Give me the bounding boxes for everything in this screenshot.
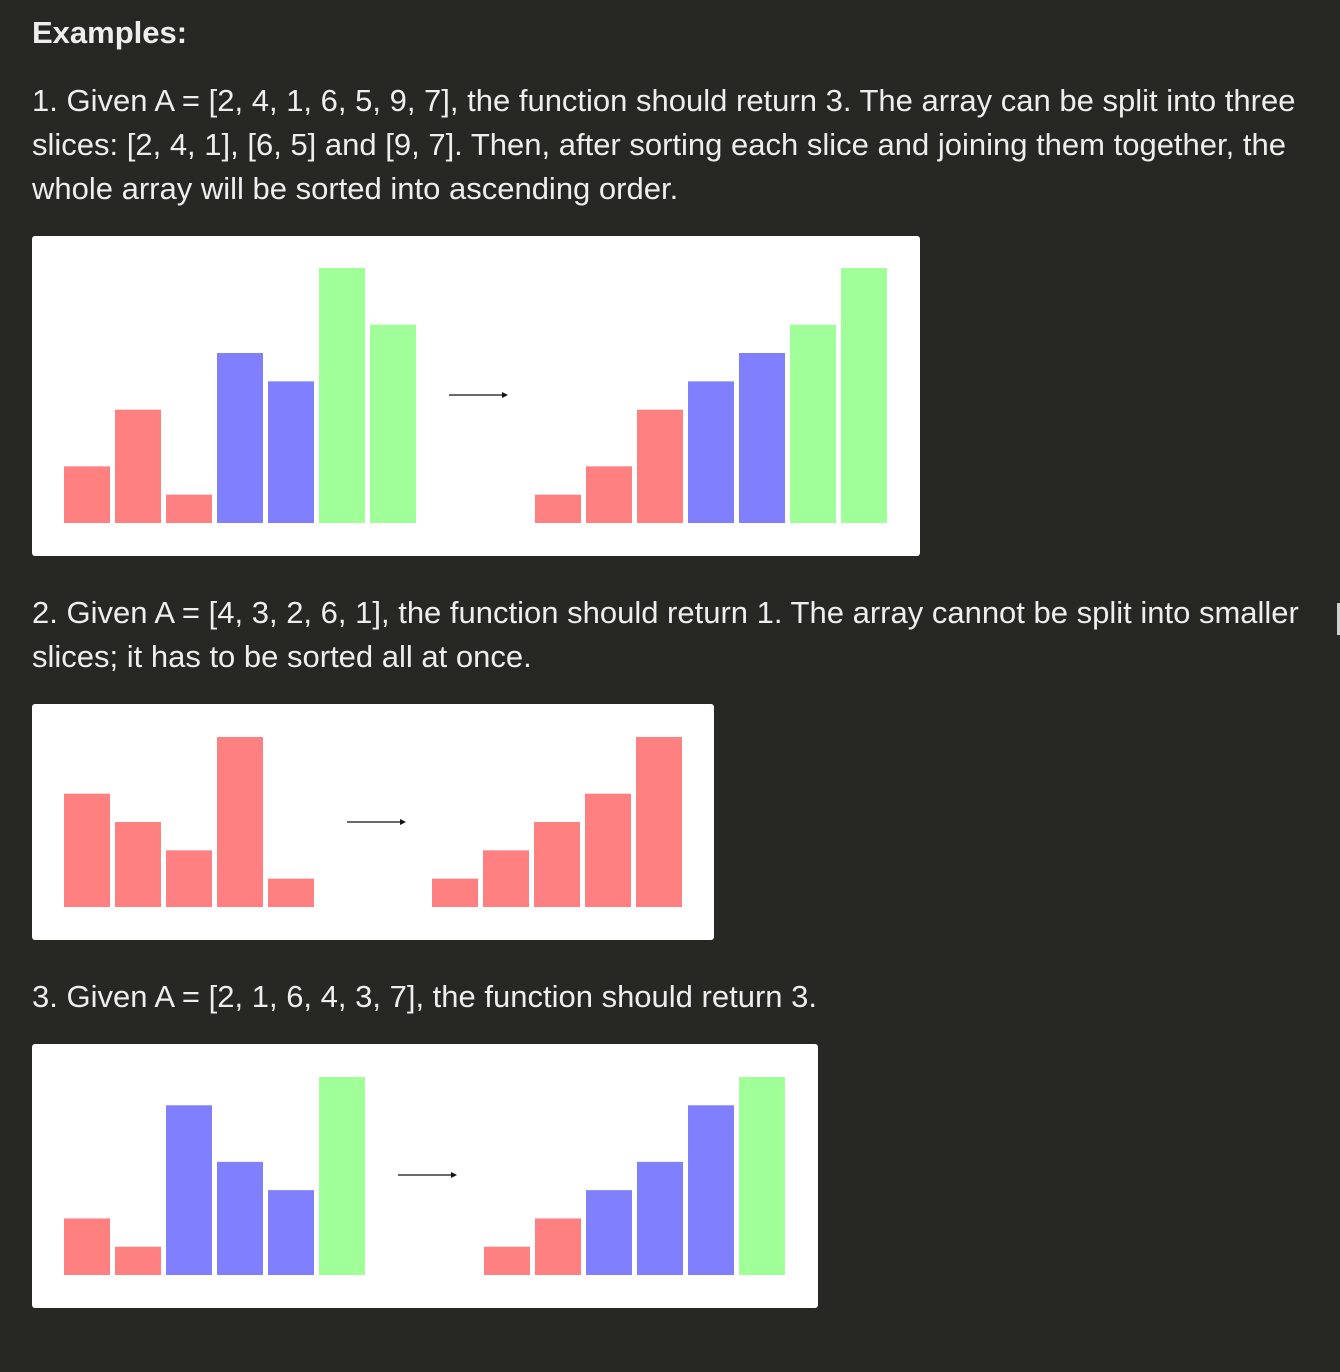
before-bar-1: [64, 1218, 110, 1275]
scroll-edge-marker: [1337, 603, 1340, 635]
after-bar-5: [636, 737, 682, 907]
example-3-figure: [32, 1044, 818, 1308]
example-3-chart: [64, 1077, 785, 1275]
after-bar-7: [841, 268, 887, 523]
example-3-text: 3. Given A = [2, 1, 6, 4, 3, 7], the fun…: [32, 979, 817, 1014]
example-2-chart: [64, 737, 682, 907]
after-bar-1: [432, 878, 478, 907]
after-bar-3: [637, 409, 683, 523]
before-bar-4: [217, 1161, 263, 1275]
after-bar-6: [790, 324, 836, 523]
after-bar-1: [484, 1246, 530, 1275]
arrow-right-icon: [400, 819, 406, 825]
before-bar-2: [115, 1246, 161, 1275]
before-bar-3: [166, 850, 212, 907]
after-bar-3: [534, 822, 580, 907]
before-bar-6: [319, 268, 365, 523]
examples-heading: Examples:: [32, 15, 188, 50]
before-bar-3: [166, 494, 212, 523]
after-bar-4: [688, 381, 734, 523]
before-bar-1: [64, 466, 110, 523]
after-bar-2: [535, 1218, 581, 1275]
example-1-text: 1. Given A = [2, 4, 1, 6, 5, 9, 7], the …: [32, 83, 1296, 206]
before-bar-4: [217, 353, 263, 523]
before-bar-7: [370, 324, 416, 523]
before-bar-3: [166, 1105, 212, 1275]
example-1-figure: [32, 236, 920, 556]
after-bar-5: [688, 1105, 734, 1275]
after-bar-6: [739, 1077, 785, 1275]
example-1-chart: [64, 268, 887, 523]
after-bar-2: [586, 466, 632, 523]
before-bar-1: [64, 793, 110, 907]
after-bar-3: [586, 1190, 632, 1275]
before-bar-2: [115, 822, 161, 907]
after-bar-1: [535, 494, 581, 523]
after-bar-5: [739, 353, 785, 523]
example-2-text: 2. Given A = [4, 3, 2, 6, 1], the functi…: [32, 595, 1299, 674]
before-bar-5: [268, 878, 314, 907]
after-bar-4: [637, 1161, 683, 1275]
arrow-right-icon: [451, 1172, 457, 1178]
before-bar-4: [217, 737, 263, 907]
before-bar-5: [268, 1190, 314, 1275]
before-bar-5: [268, 381, 314, 523]
after-bar-4: [585, 793, 631, 907]
before-bar-6: [319, 1077, 365, 1275]
before-bar-2: [115, 409, 161, 523]
example-2-figure: [32, 704, 714, 940]
after-bar-2: [483, 850, 529, 907]
arrow-right-icon: [502, 392, 508, 398]
